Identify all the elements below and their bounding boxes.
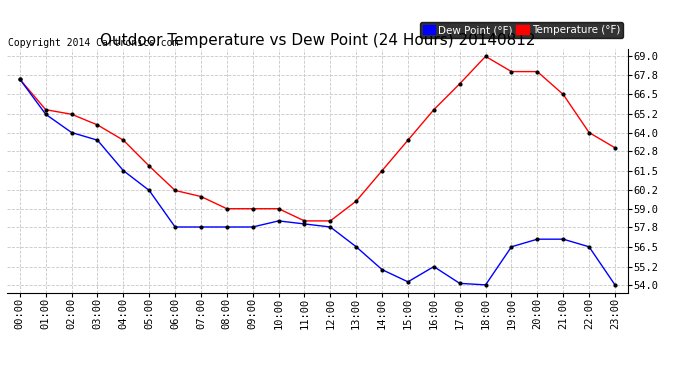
Legend: Dew Point (°F), Temperature (°F): Dew Point (°F), Temperature (°F) (420, 22, 622, 38)
Text: Copyright 2014 Cartronics.com: Copyright 2014 Cartronics.com (8, 38, 178, 48)
Title: Outdoor Temperature vs Dew Point (24 Hours) 20140812: Outdoor Temperature vs Dew Point (24 Hou… (99, 33, 535, 48)
